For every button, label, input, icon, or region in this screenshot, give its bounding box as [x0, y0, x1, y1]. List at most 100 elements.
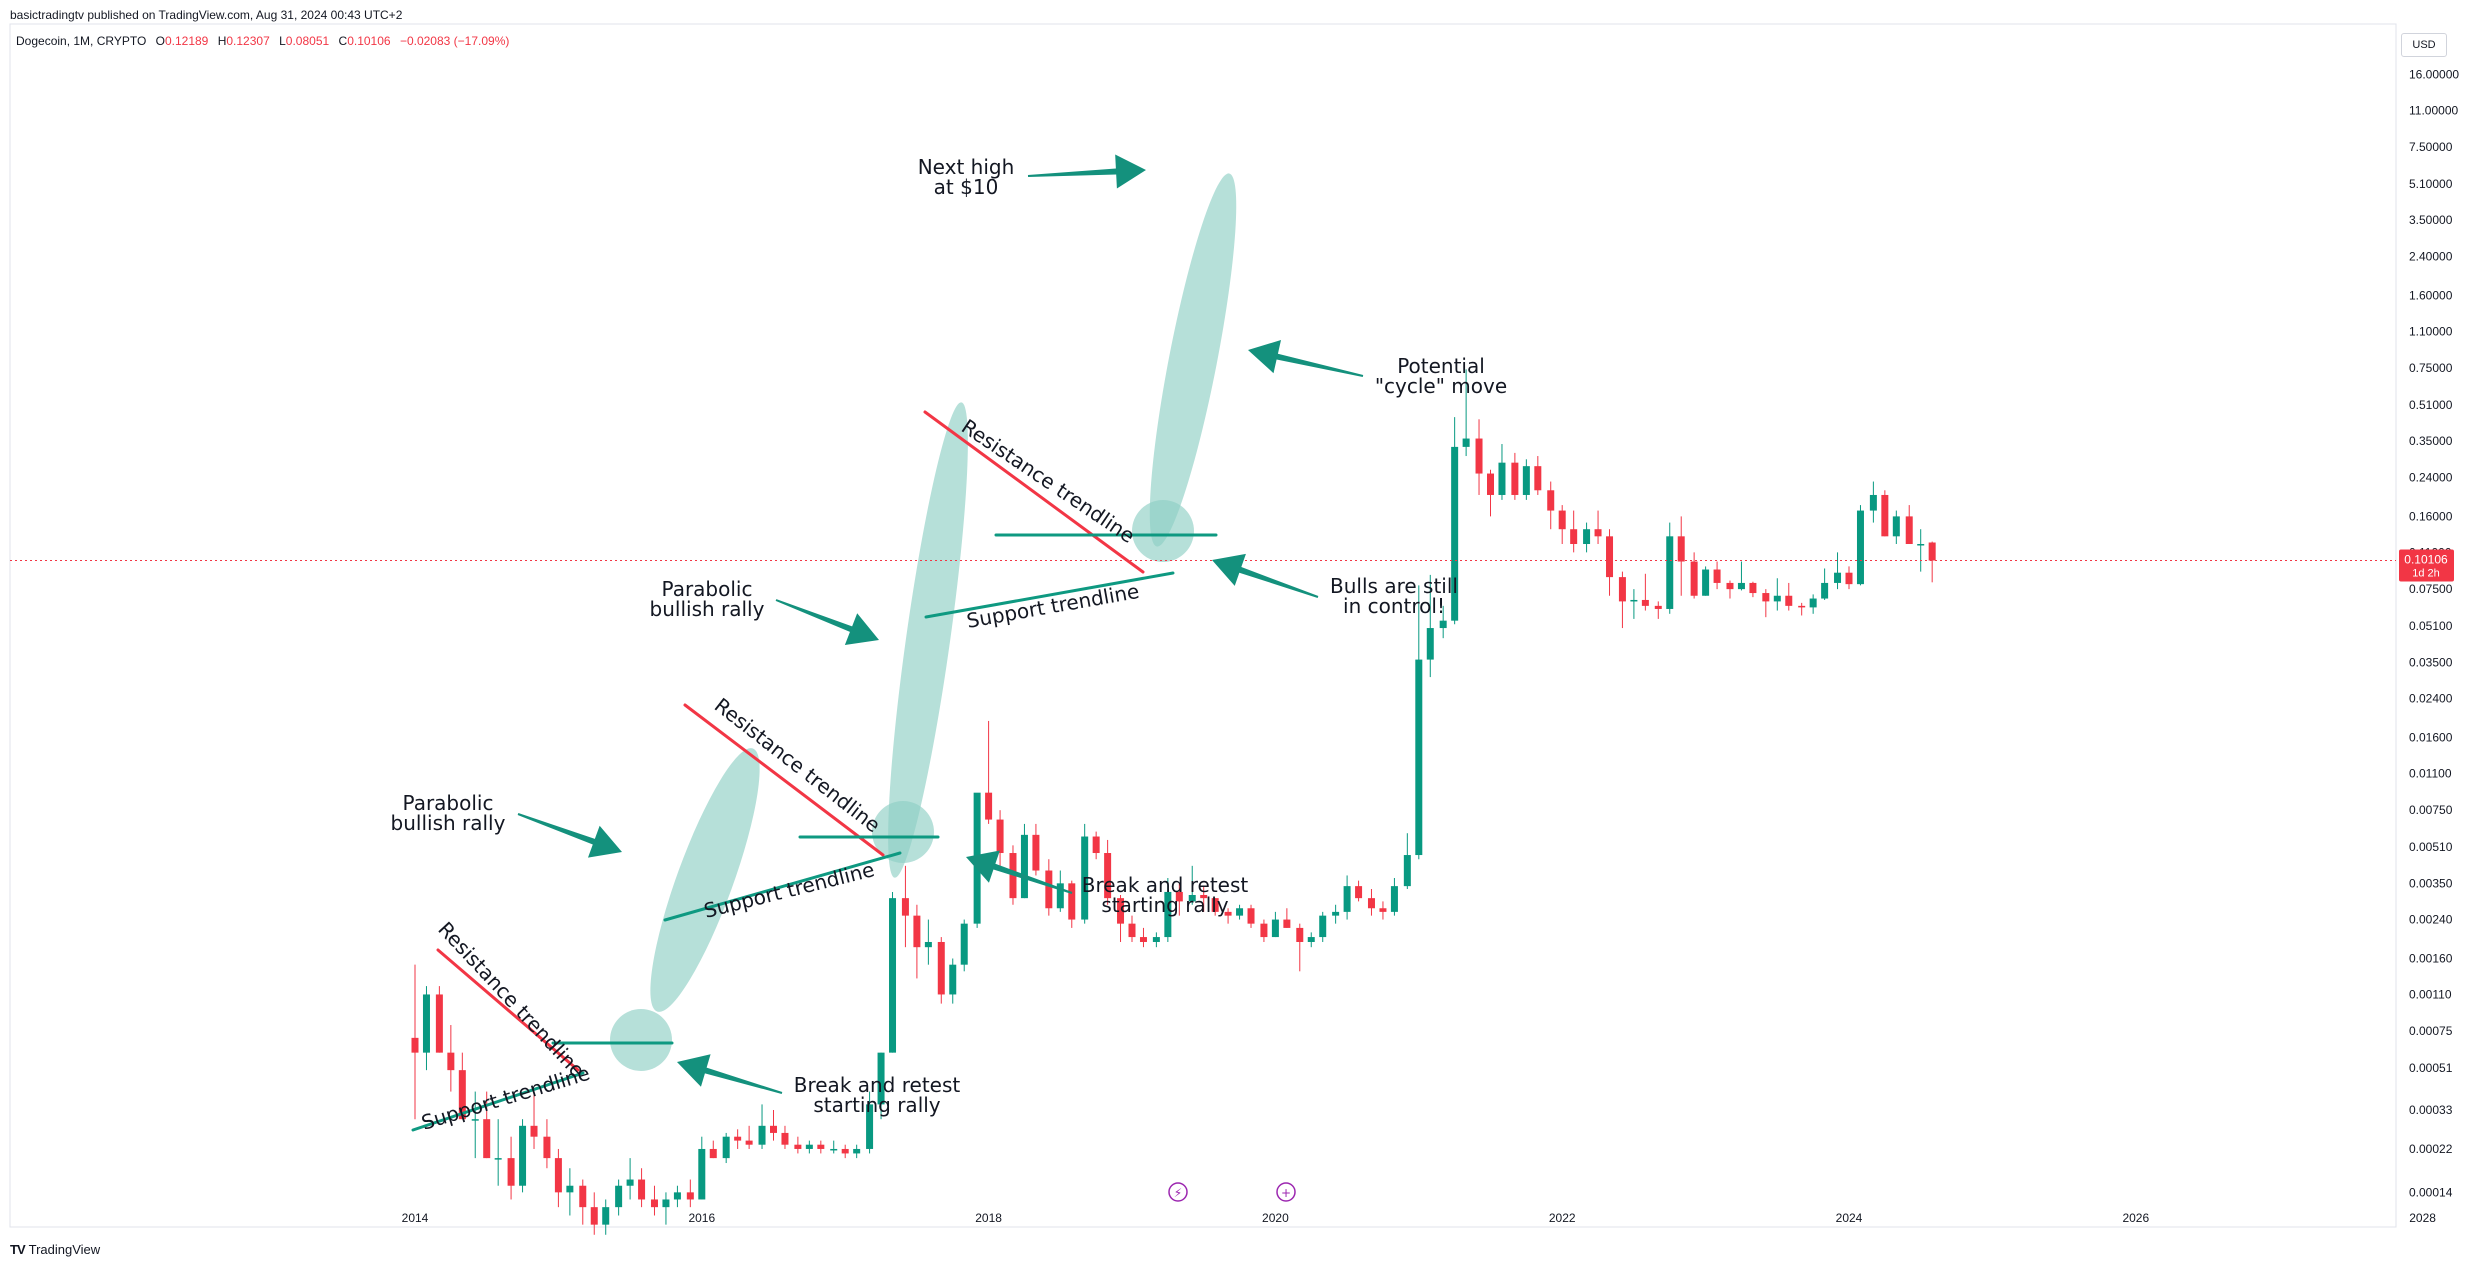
callout-text: bullish rally — [650, 597, 765, 621]
candle-body — [996, 819, 1004, 854]
candle-body — [1737, 582, 1745, 590]
lightning-icon-glyph: ⚡ — [1174, 1186, 1182, 1200]
candle-body — [435, 994, 443, 1053]
published-caption: basictradingtv published on TradingView.… — [10, 8, 403, 22]
tradingview-logo[interactable]: TV TradingView — [10, 1242, 100, 1257]
candle-body — [662, 1199, 670, 1208]
resistance-line-2014 — [436, 948, 580, 1072]
callout-text: Potential — [1397, 354, 1485, 378]
arrow-parabolic-2017 — [517, 813, 622, 858]
callout-text: starting rally — [813, 1093, 940, 1117]
candle-body — [1403, 855, 1411, 887]
candle-body — [1104, 853, 1112, 899]
candle-body — [530, 1125, 538, 1137]
candle-body — [1570, 529, 1578, 545]
candle-body — [853, 1148, 861, 1154]
resistance-line-2018 — [683, 703, 885, 857]
y-tick-label: 5.10000 — [2409, 177, 2453, 191]
trendline-label: Resistance trendline — [433, 917, 589, 1082]
candle-body — [494, 1158, 502, 1160]
open-value: 0.12189 — [164, 34, 209, 48]
y-tick-label: 0.00075 — [2409, 1024, 2453, 1038]
candle-body — [830, 1148, 838, 1151]
arrow-bulls-control — [1212, 553, 1319, 598]
candle-body — [1307, 937, 1315, 942]
arrow-next-high — [1027, 154, 1146, 189]
candle-body — [817, 1144, 825, 1149]
candle-body — [458, 1070, 466, 1120]
symbol-legend[interactable]: Dogecoin, 1M, CRYPTO O0.12189 H0.12307 L… — [16, 34, 510, 48]
candle-body — [1511, 462, 1519, 495]
candle-body — [1809, 598, 1817, 608]
candle-body — [1690, 561, 1698, 596]
y-tick-label: 0.00160 — [2409, 951, 2453, 965]
callout-text: bullish rally — [391, 811, 506, 835]
rally-zone-2017 — [650, 748, 760, 1012]
candle-body — [1583, 529, 1591, 545]
callout-text: Break and retest — [1082, 873, 1249, 897]
candle-body — [686, 1192, 694, 1200]
callout-text: starting rally — [1101, 893, 1228, 917]
retest-circle-2020 — [872, 801, 934, 863]
candle-body — [602, 1207, 610, 1225]
candle-body — [1677, 536, 1685, 562]
candle-body — [709, 1148, 717, 1159]
candle-body — [507, 1158, 515, 1186]
candle-body — [1641, 599, 1649, 606]
candle-body — [1498, 462, 1506, 495]
callout-text: "cycle" move — [1375, 374, 1507, 398]
support-line-2018 — [663, 851, 902, 922]
y-tick-label: 0.24000 — [2409, 470, 2453, 484]
candle-body — [1415, 659, 1423, 856]
trendline-label: Support trendline — [965, 579, 1141, 633]
candle-body — [889, 898, 897, 1053]
arrow-cycle-move — [1248, 340, 1364, 377]
candle-body — [1834, 572, 1842, 583]
candle-body — [1390, 886, 1398, 912]
y-tick-label: 0.00510 — [2409, 840, 2453, 854]
candle-body — [1654, 605, 1662, 609]
candle-body — [985, 792, 993, 820]
candle-body — [483, 1119, 491, 1159]
candle-body — [1092, 836, 1100, 854]
candle-body — [543, 1136, 551, 1159]
candle-body — [519, 1125, 527, 1186]
candle-body — [1702, 569, 1710, 596]
y-tick-label: 3.50000 — [2409, 213, 2453, 227]
symbol-name: Dogecoin, 1M, CRYPTO — [16, 34, 147, 48]
candle-body — [447, 1052, 455, 1071]
candle-body — [1892, 516, 1900, 537]
last-price-value: 0.10106 — [2404, 552, 2448, 566]
candle-body — [626, 1179, 634, 1186]
candle-body — [949, 964, 957, 995]
plot-frame — [9, 23, 2397, 1228]
candle-body — [805, 1144, 813, 1149]
candle-body — [794, 1144, 802, 1149]
candle-body — [1451, 446, 1459, 621]
candle-body — [1439, 620, 1447, 629]
high-value: 0.12307 — [226, 34, 270, 48]
candle-body — [1211, 898, 1219, 912]
candle-body — [1379, 908, 1387, 912]
y-tick-label: 11.00000 — [2409, 103, 2458, 117]
candle-body — [1881, 494, 1889, 537]
currency-selector[interactable]: USD — [2401, 33, 2447, 57]
candle-body — [1487, 473, 1494, 495]
candle-body — [745, 1140, 753, 1145]
candle-body — [1618, 577, 1626, 602]
trendline-label: Support trendline — [418, 1061, 592, 1135]
candle-body — [901, 898, 909, 916]
candle-body — [1798, 605, 1806, 608]
x-tick-label: 2028 — [2409, 1211, 2436, 1225]
candle-body — [758, 1125, 766, 1145]
x-tick-label: 2014 — [402, 1211, 429, 1225]
candle-body — [1426, 628, 1434, 660]
low-value: 0.08051 — [285, 34, 330, 48]
y-tick-label: 0.05100 — [2409, 619, 2453, 633]
lightning-icon — [1168, 1182, 1188, 1202]
candle-body — [1260, 923, 1268, 938]
candle-body — [1332, 911, 1340, 916]
y-tick-label: 0.00750 — [2409, 803, 2453, 817]
candle-body — [1905, 516, 1913, 545]
